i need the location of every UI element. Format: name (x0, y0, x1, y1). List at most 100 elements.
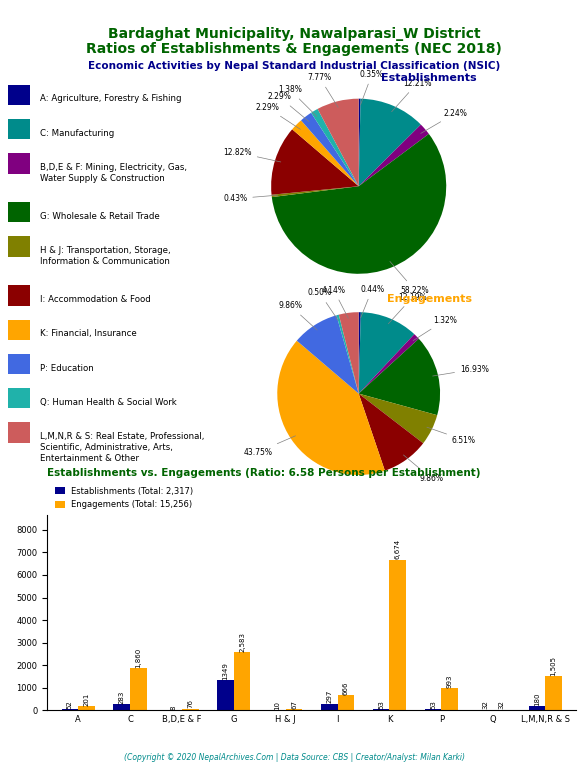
Text: 1,860: 1,860 (135, 648, 141, 668)
Text: 32: 32 (482, 700, 488, 710)
Text: 43.75%: 43.75% (243, 435, 296, 456)
Text: 7.77%: 7.77% (308, 73, 338, 108)
Text: Establishments vs. Engagements (Ratio: 6.58 Persons per Establishment): Establishments vs. Engagements (Ratio: 6… (47, 468, 480, 478)
Wedge shape (359, 124, 429, 187)
Bar (321, 703, 338, 710)
Bar (78, 706, 95, 710)
Bar (338, 695, 354, 710)
Wedge shape (272, 187, 359, 197)
Bar (130, 668, 146, 710)
Text: 52: 52 (67, 700, 73, 709)
Wedge shape (359, 313, 361, 394)
Wedge shape (318, 99, 359, 187)
Text: 67: 67 (291, 700, 297, 709)
Text: G: Wholesale & Retail Trade: G: Wholesale & Retail Trade (41, 212, 160, 221)
FancyBboxPatch shape (8, 237, 31, 257)
Wedge shape (336, 315, 359, 394)
FancyBboxPatch shape (8, 154, 31, 174)
Text: P: Education: P: Education (41, 363, 94, 372)
Wedge shape (359, 99, 360, 187)
Bar (286, 709, 302, 710)
Text: 12.21%: 12.21% (392, 79, 432, 112)
Text: 76: 76 (187, 700, 193, 708)
Bar (389, 560, 406, 710)
Text: (Copyright © 2020 NepalArchives.Com | Data Source: CBS | Creator/Analyst: Milan : (Copyright © 2020 NepalArchives.Com | Da… (123, 753, 465, 762)
Wedge shape (271, 129, 359, 195)
Text: 58.22%: 58.22% (390, 261, 429, 295)
Text: 9.86%: 9.86% (403, 455, 443, 483)
Bar (545, 677, 562, 710)
Text: 180: 180 (534, 693, 540, 706)
Text: 1.32%: 1.32% (413, 316, 457, 341)
Text: 0.44%: 0.44% (360, 285, 384, 318)
Text: Q: Human Health & Social Work: Q: Human Health & Social Work (41, 398, 177, 407)
Text: Ratios of Establishments & Engagements (NEC 2018): Ratios of Establishments & Engagements (… (86, 42, 502, 56)
Text: 6.51%: 6.51% (427, 427, 476, 445)
Wedge shape (359, 394, 423, 471)
Bar (529, 707, 545, 710)
Text: C: Manufacturing: C: Manufacturing (41, 129, 115, 137)
Text: 8: 8 (171, 705, 176, 710)
Wedge shape (278, 341, 385, 475)
Text: 0.43%: 0.43% (223, 194, 278, 204)
Text: 16.93%: 16.93% (433, 365, 489, 376)
Bar (425, 709, 442, 710)
FancyBboxPatch shape (8, 319, 31, 340)
Text: H & J: Transportation, Storage,
Information & Communication: H & J: Transportation, Storage, Informat… (41, 247, 171, 266)
Wedge shape (272, 134, 446, 273)
Bar (217, 680, 234, 710)
Wedge shape (339, 313, 359, 394)
Text: 9.86%: 9.86% (279, 301, 317, 330)
Bar (234, 652, 250, 710)
Text: 53: 53 (430, 700, 436, 709)
Bar (62, 709, 78, 710)
Text: Establishments: Establishments (382, 73, 477, 83)
Wedge shape (301, 113, 359, 187)
Wedge shape (311, 109, 359, 187)
FancyBboxPatch shape (8, 422, 31, 442)
Wedge shape (292, 121, 359, 187)
Bar (442, 688, 458, 710)
Text: 2,583: 2,583 (239, 632, 245, 652)
Bar (113, 704, 130, 710)
FancyBboxPatch shape (8, 354, 31, 374)
Text: 4.14%: 4.14% (322, 286, 349, 319)
Text: 6,674: 6,674 (395, 539, 401, 559)
Bar (373, 709, 389, 710)
Text: A: Agriculture, Forestry & Fishing: A: Agriculture, Forestry & Fishing (41, 94, 182, 104)
FancyBboxPatch shape (8, 119, 31, 139)
Text: 283: 283 (119, 690, 125, 703)
Text: 1,505: 1,505 (550, 656, 556, 676)
Wedge shape (297, 316, 359, 394)
Text: 10: 10 (275, 701, 280, 710)
Text: 666: 666 (343, 681, 349, 695)
Text: K: Financial, Insurance: K: Financial, Insurance (41, 329, 137, 339)
Text: 0.50%: 0.50% (308, 289, 338, 320)
FancyBboxPatch shape (8, 84, 31, 105)
FancyBboxPatch shape (8, 286, 31, 306)
Text: 201: 201 (83, 692, 89, 706)
Text: 0.35%: 0.35% (360, 70, 384, 105)
Text: 297: 297 (326, 690, 332, 703)
Text: L,M,N,R & S: Real Estate, Professional,
Scientific, Administrative, Arts,
Entert: L,M,N,R & S: Real Estate, Professional, … (41, 432, 205, 463)
Text: I: Accommodation & Food: I: Accommodation & Food (41, 295, 151, 304)
Text: Engagements: Engagements (387, 294, 472, 304)
Text: 2.24%: 2.24% (421, 108, 467, 134)
Wedge shape (359, 339, 440, 415)
Wedge shape (359, 394, 437, 443)
Text: Economic Activities by Nepal Standard Industrial Classification (NSIC): Economic Activities by Nepal Standard In… (88, 61, 500, 71)
Text: B,D,E & F: Mining, Electricity, Gas,
Water Supply & Construction: B,D,E & F: Mining, Electricity, Gas, Wat… (41, 163, 188, 183)
Text: 2.29%: 2.29% (268, 92, 309, 121)
Wedge shape (359, 313, 415, 394)
FancyBboxPatch shape (8, 202, 31, 223)
Text: 12.82%: 12.82% (223, 148, 281, 162)
Legend: Establishments (Total: 2,317), Engagements (Total: 15,256): Establishments (Total: 2,317), Engagemen… (51, 484, 196, 512)
Wedge shape (359, 99, 421, 187)
Text: Bardaghat Municipality, Nawalparasi_W District: Bardaghat Municipality, Nawalparasi_W Di… (108, 27, 480, 41)
Text: 53: 53 (378, 700, 384, 709)
Wedge shape (359, 334, 419, 394)
Text: 1349: 1349 (222, 662, 229, 680)
Text: 12.19%: 12.19% (388, 293, 427, 324)
Text: 1.38%: 1.38% (278, 85, 317, 117)
FancyBboxPatch shape (8, 388, 31, 409)
